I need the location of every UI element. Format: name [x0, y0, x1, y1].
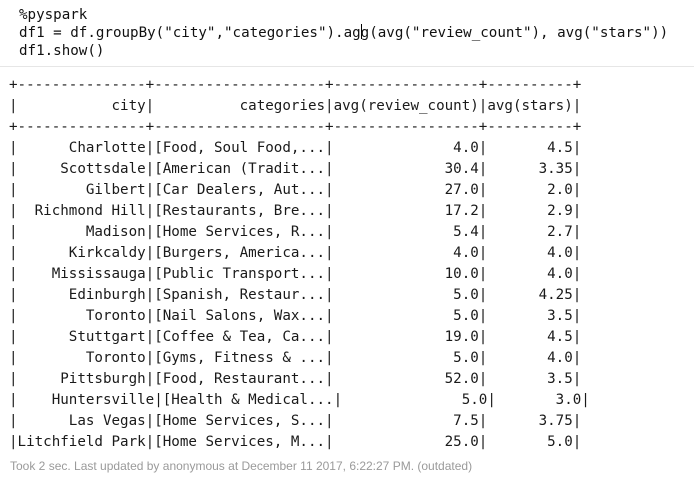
code-line-magic[interactable]: %pyspark [19, 7, 88, 23]
table-row: | Kirkcaldy|[Burgers, America...| 4.0| 4… [9, 245, 582, 261]
table-border-header: +---------------+--------------------+--… [9, 119, 582, 135]
code-text-before-cursor[interactable]: df1 = df.groupBy("city","categories").ag [19, 25, 361, 41]
code-text-after-cursor[interactable]: g(avg("review_count"), avg("stars")) [360, 25, 669, 41]
text-cursor [360, 24, 362, 39]
editor-output-divider [0, 66, 694, 67]
code-line-show[interactable]: df1.show() [19, 43, 105, 59]
code-editor[interactable]: %pyspark df1 = df.groupBy("city","categor… [19, 6, 668, 60]
table-row: | Scottsdale|[American (Tradit...| 30.4|… [9, 161, 582, 177]
result-table-output: +---------------+--------------------+--… [9, 75, 590, 453]
paragraph-status-footer: Took 2 sec. Last updated by anonymous at… [10, 459, 473, 473]
table-row: | Edinburgh|[Spanish, Restaur...| 5.0| 4… [9, 287, 582, 303]
table-row: | Toronto|[Gyms, Fitness & ...| 5.0| 4.0… [9, 350, 582, 366]
table-row: | Stuttgart|[Coffee & Tea, Ca...| 19.0| … [9, 329, 582, 345]
code-line-groupby[interactable]: df1 = df.groupBy("city","categories").ag… [19, 24, 668, 42]
table-row: | Richmond Hill|[Restaurants, Bre...| 17… [9, 203, 582, 219]
table-border-top: +---------------+--------------------+--… [9, 77, 582, 93]
table-row: | Las Vegas|[Home Services, S...| 7.5| 3… [9, 413, 582, 429]
table-row: | Madison|[Home Services, R...| 5.4| 2.7… [9, 224, 582, 240]
table-row: | Toronto|[Nail Salons, Wax...| 5.0| 3.5… [9, 308, 582, 324]
table-row: | Charlotte|[Food, Soul Food,...| 4.0| 4… [9, 140, 582, 156]
table-header-row: | city| categories|avg(review_count)|avg… [9, 98, 582, 114]
table-row: | Mississauga|[Public Transport...| 10.0… [9, 266, 582, 282]
table-row: | Huntersville|[Health & Medical...| 5.0… [9, 392, 590, 408]
table-row: | Gilbert|[Car Dealers, Aut...| 27.0| 2.… [9, 182, 582, 198]
table-row: | Pittsburgh|[Food, Restaurant...| 52.0|… [9, 371, 582, 387]
table-row: |Litchfield Park|[Home Services, M...| 2… [9, 434, 582, 450]
